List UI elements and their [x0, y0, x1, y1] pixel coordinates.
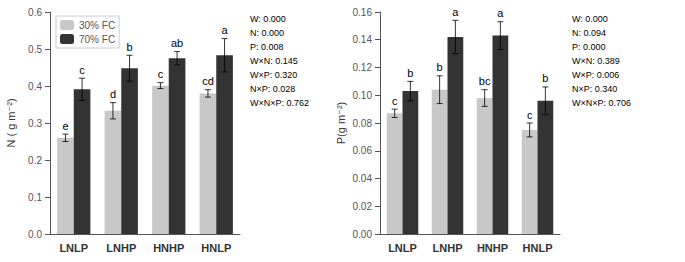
- svg-text:a: a: [222, 24, 229, 36]
- svg-text:0.02: 0.02: [353, 201, 373, 212]
- svg-text:0.2: 0.2: [28, 155, 42, 166]
- svg-text:0.04: 0.04: [353, 173, 373, 184]
- svg-text:e: e: [62, 120, 68, 132]
- svg-text:c: c: [158, 68, 164, 80]
- svg-text:HNLP: HNLP: [201, 242, 231, 254]
- svg-text:0.3: 0.3: [28, 118, 42, 129]
- svg-text:W×N: 0.145: W×N: 0.145: [250, 56, 298, 66]
- svg-text:HNHP: HNHP: [477, 242, 508, 254]
- svg-text:0.16: 0.16: [353, 7, 373, 18]
- svg-text:N: 0.000: N: 0.000: [250, 28, 284, 38]
- svg-text:W: 0.000: W: 0.000: [572, 14, 608, 24]
- svg-text:70% FC: 70% FC: [79, 34, 115, 45]
- svg-text:bc: bc: [479, 75, 491, 87]
- svg-text:N ( g m⁻²): N ( g m⁻²): [5, 98, 17, 147]
- svg-text:P: 0.008: P: 0.008: [250, 42, 284, 52]
- svg-text:W×P: 0.006: W×P: 0.006: [572, 70, 619, 80]
- svg-text:c: c: [392, 95, 398, 107]
- svg-text:0.14: 0.14: [353, 34, 373, 45]
- svg-text:0.1: 0.1: [28, 192, 42, 203]
- svg-text:LNLP: LNLP: [59, 242, 88, 254]
- svg-text:0.08: 0.08: [353, 118, 373, 129]
- svg-text:W×P: 0.320: W×P: 0.320: [250, 70, 297, 80]
- svg-text:0.10: 0.10: [353, 90, 373, 101]
- svg-text:d: d: [110, 88, 116, 100]
- svg-text:0.6: 0.6: [28, 7, 42, 18]
- svg-text:N×P: 0.028: N×P: 0.028: [250, 84, 295, 94]
- svg-text:0.5: 0.5: [28, 44, 42, 55]
- svg-text:a: a: [452, 6, 459, 18]
- svg-text:cd: cd: [202, 75, 214, 87]
- svg-text:0.12: 0.12: [353, 62, 373, 73]
- svg-text:HNLP: HNLP: [523, 242, 553, 254]
- svg-text:HNHP: HNHP: [153, 242, 184, 254]
- svg-text:0.00: 0.00: [353, 229, 373, 240]
- svg-text:LNHP: LNHP: [106, 242, 136, 254]
- svg-text:b: b: [407, 67, 413, 79]
- svg-text:ab: ab: [171, 37, 183, 49]
- svg-text:N: 0.094: N: 0.094: [572, 28, 606, 38]
- svg-text:a: a: [497, 7, 504, 19]
- svg-text:LNLP: LNLP: [388, 242, 417, 254]
- svg-text:W×N×P: 0.706: W×N×P: 0.706: [572, 98, 631, 108]
- svg-text:0.0: 0.0: [28, 229, 42, 240]
- svg-text:0.06: 0.06: [353, 145, 373, 156]
- svg-text:30% FC: 30% FC: [79, 20, 115, 31]
- svg-text:P(g m⁻²): P(g m⁻²): [335, 102, 347, 144]
- svg-text:b: b: [542, 72, 548, 84]
- svg-text:LNHP: LNHP: [433, 242, 463, 254]
- svg-text:W×N: 0.389: W×N: 0.389: [572, 56, 620, 66]
- svg-text:c: c: [527, 109, 533, 121]
- svg-text:W: 0.000: W: 0.000: [250, 14, 286, 24]
- svg-text:N×P: 0.340: N×P: 0.340: [572, 84, 617, 94]
- svg-text:c: c: [79, 64, 85, 76]
- svg-text:b: b: [127, 41, 133, 53]
- svg-text:W×N×P: 0.762: W×N×P: 0.762: [250, 98, 309, 108]
- svg-text:0.4: 0.4: [28, 81, 42, 92]
- svg-text:b: b: [437, 61, 443, 73]
- svg-text:P: 0.000: P: 0.000: [572, 42, 606, 52]
